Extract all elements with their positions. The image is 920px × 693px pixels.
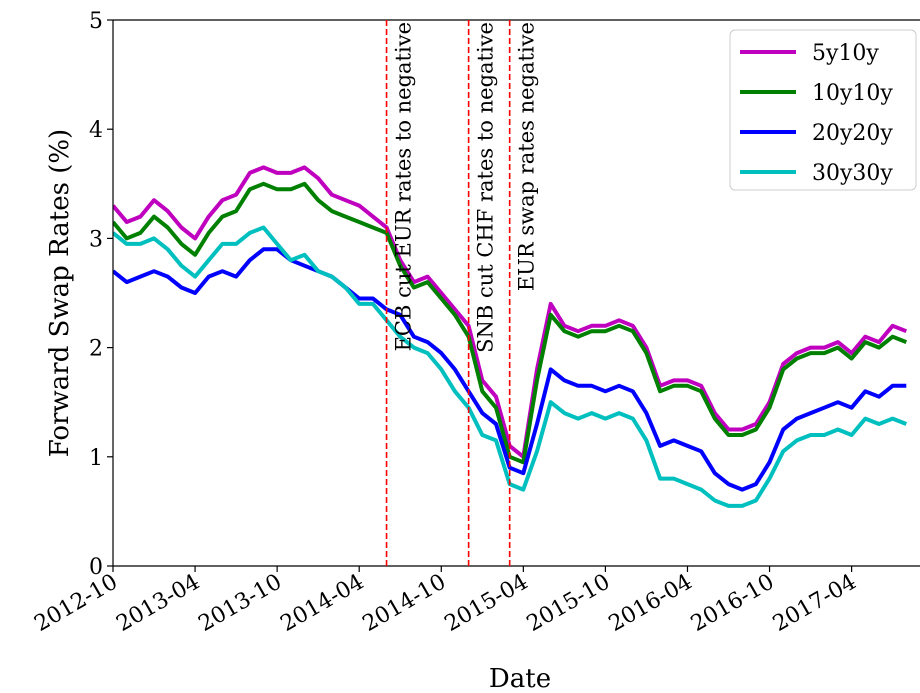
x-tick-label: 2012-10 [30,570,122,637]
x-tick-label: 2014-10 [359,570,451,637]
y-tick-label: 0 [89,555,103,580]
x-tick-label: 2015-04 [441,570,533,637]
legend-label: 20y20y [812,121,893,146]
x-tick-label: 2013-10 [194,570,286,637]
y-axis-label: Forward Swap Rates (%) [45,129,75,457]
x-tick-label: 2014-04 [277,570,369,637]
legend-label: 30y30y [812,161,893,186]
x-axis-label: Date [489,664,551,693]
x-tick-label: 2016-04 [605,570,697,637]
y-tick-label: 1 [89,446,103,471]
legend-label: 5y10y [812,41,879,66]
legend-label: 10y10y [812,81,893,106]
annotation-label: ECB cut EUR rates to negative [392,22,416,351]
y-tick-label: 4 [89,118,103,143]
x-tick-label: 2015-10 [523,570,615,637]
x-tick-label: 2016-10 [687,570,779,637]
legend-box [729,29,917,191]
annotation-label: SNB cut CHF rates to negative [474,22,498,353]
y-tick-label: 2 [89,337,103,362]
x-tick-label: 2013-04 [112,570,204,637]
x-tick-label: 2017-04 [769,570,861,637]
y-tick-label: 3 [89,227,103,252]
y-tick-label: 5 [89,9,103,34]
annotation-label: EUR swap rates negative [515,22,539,291]
series-line [113,247,907,492]
